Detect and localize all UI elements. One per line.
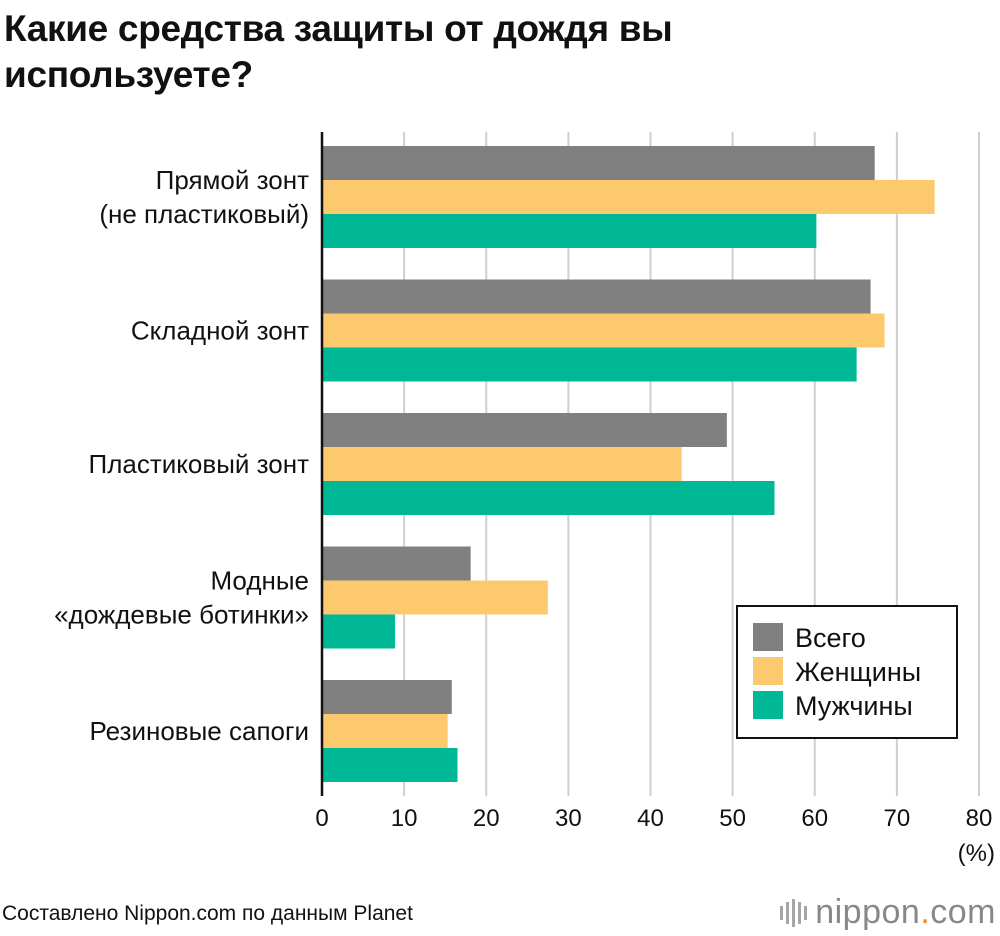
x-tick-label: 30	[555, 805, 582, 832]
bar	[322, 481, 775, 515]
source-note: Составлено Nippon.com по данным Planet	[2, 902, 413, 925]
bar	[322, 614, 396, 649]
category-label: Модные	[210, 566, 309, 596]
x-tick-label: 70	[884, 805, 911, 832]
x-tick-label: 80	[966, 805, 993, 832]
category-label: Резиновые сапоги	[89, 716, 309, 746]
legend-swatch	[753, 623, 783, 651]
legend-label: Женщины	[795, 657, 921, 687]
bar	[322, 447, 682, 481]
bar	[322, 313, 885, 348]
bar	[322, 714, 448, 748]
bar	[322, 413, 727, 447]
bar-chart: Прямой зонт (не пластиковый) Складной зонт…	[54, 132, 995, 867]
logo-mark-icon	[780, 898, 808, 927]
logo-name: nippon	[815, 893, 921, 931]
bar	[322, 214, 817, 248]
bar	[322, 580, 548, 615]
category-label: Прямой зонт	[156, 165, 309, 195]
x-tick-label: 20	[473, 805, 500, 832]
bar	[322, 279, 871, 314]
bar	[322, 146, 875, 180]
x-tick-label: 10	[391, 805, 418, 832]
bar	[322, 347, 857, 382]
x-axis-unit-label: (%)	[958, 840, 995, 867]
x-tick-label: 0	[315, 805, 328, 832]
logo-dot: .	[920, 893, 931, 931]
legend-swatch	[753, 657, 783, 685]
legend-label: Мужчины	[795, 691, 913, 721]
nippon-logo: nippon. com	[780, 893, 996, 932]
bar	[322, 546, 471, 581]
bar	[322, 180, 935, 214]
x-tick-label: 50	[719, 805, 746, 832]
bar	[322, 748, 458, 782]
category-label: Пластиковый зонт	[89, 449, 310, 479]
category-label: (не пластиковый)	[99, 199, 309, 229]
logo-suffix: com	[930, 893, 996, 931]
chart-title: Какие средства защиты от дождя вы исполь…	[4, 8, 673, 95]
legend-label: Всего	[795, 623, 866, 653]
category-label: «дождевые ботинки»	[54, 600, 309, 630]
legend-swatch	[753, 691, 783, 719]
bar	[322, 680, 452, 714]
category-label: Складной зонт	[131, 316, 309, 346]
x-tick-label: 40	[637, 805, 664, 832]
x-tick-label: 60	[801, 805, 828, 832]
